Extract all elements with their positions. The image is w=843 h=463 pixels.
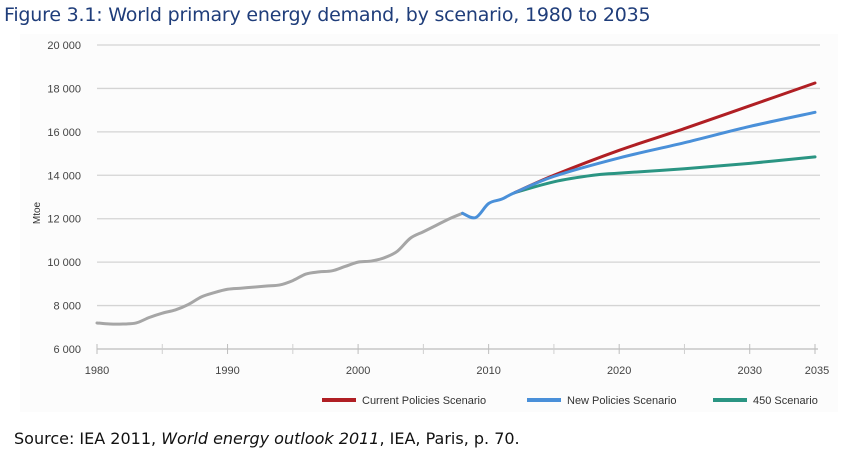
y-tick-label: 10 000 [47,257,81,269]
legend-label: New Policies Scenario [567,395,676,407]
legend: Current Policies Scenario New Policies Sc… [322,395,818,407]
gridlines [97,44,820,307]
series-lines [95,81,817,326]
legend-item: New Policies Scenario [527,395,676,407]
legend-label: 450 Scenario [753,395,818,407]
x-tick-label: 1990 [215,365,239,377]
series-line-current-policies-scenario [513,81,817,195]
x-tick-label: 2000 [346,365,370,377]
legend-item: 450 Scenario [713,395,818,407]
x-tick-label: 2030 [737,365,761,377]
y-tick-label: 14 000 [47,170,81,182]
series-line-450-scenario [513,155,817,195]
legend-label: Current Policies Scenario [362,395,486,407]
figure-title: Figure 3.1: World primary energy demand,… [4,4,651,26]
legend-item: Current Policies Scenario [322,395,486,407]
series-line-historical [95,211,465,326]
y-tick-label: 18 000 [47,83,81,95]
y-tick-label: 12 000 [47,214,81,226]
x-tick-label: 1980 [85,365,109,377]
source-suffix: , IEA, Paris, p. 70. [379,429,520,448]
series-line-new-policies-scenario [461,110,817,220]
source-note: Source: IEA 2011, World energy outlook 2… [14,429,520,448]
source-title: World energy outlook 2011 [161,429,380,448]
axes: 6 000 8 000 10 000 12 000 14 000 16 000 18 000… [47,40,829,377]
x-tick-label: 2035 [805,365,829,377]
y-tick-label: 6 000 [53,344,81,356]
y-axis-label: Mtoe [32,201,43,224]
y-tick-label: 8 000 [53,301,81,313]
y-tick-label: 20 000 [47,40,81,52]
x-tick-label: 2020 [607,365,631,377]
x-tick-label: 2010 [476,365,500,377]
source-prefix: Source: IEA 2011, [14,429,162,448]
y-tick-label: 16 000 [47,127,81,139]
